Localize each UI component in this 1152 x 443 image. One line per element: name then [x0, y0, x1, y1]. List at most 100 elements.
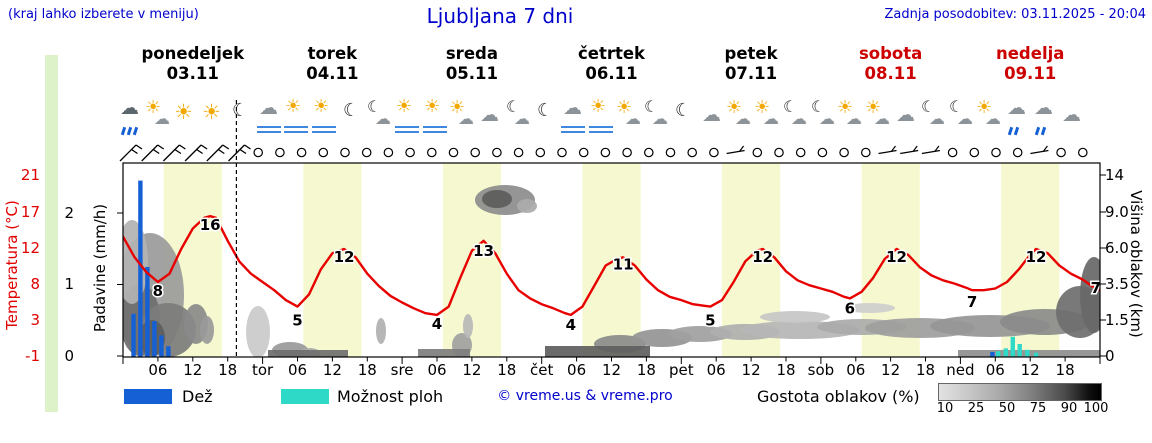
- fog-line: [561, 130, 585, 133]
- left-strip: [45, 55, 58, 412]
- wind-barb-icon: [141, 144, 159, 162]
- cloud-tick-label: 9.0: [1105, 203, 1129, 221]
- moon-icon: ☾: [644, 97, 659, 116]
- cloud-tick-label: 0: [1105, 347, 1115, 365]
- wind-barb-icon: [912, 145, 918, 152]
- temp-tick-label: 21: [20, 166, 40, 184]
- sun-icon: ☀: [865, 97, 882, 118]
- weather-icon-moon: ☾: [669, 98, 699, 136]
- sun-icon: ☀: [202, 100, 221, 124]
- wind-calm-icon: [557, 147, 567, 158]
- rain-cloud-icon: ☁: [120, 97, 139, 119]
- cloud-icon: ☁: [480, 104, 499, 126]
- wind-calm-icon: [860, 147, 871, 158]
- shower-bar: [1033, 352, 1039, 357]
- rain-bar: [152, 321, 157, 357]
- temperature-curve: [123, 214, 1100, 317]
- day-header-3: sreda 05.11: [402, 44, 542, 84]
- fog-line: [284, 130, 308, 133]
- page-title: Ljubljana 7 dni: [426, 4, 574, 28]
- wind-barb-icon: [878, 149, 897, 155]
- day-header-5: petek 07.11: [681, 44, 821, 84]
- cloud-blob: [123, 220, 148, 304]
- weather-icon-sun-cloud: ☀ ☁: [974, 98, 1004, 136]
- weather-icon-moon-cloud: ☾ ☁: [780, 98, 810, 136]
- cloud-scale-value: 50: [998, 401, 1016, 416]
- wind-barb-icon: [184, 144, 202, 162]
- wind-barb-icon: [1030, 149, 1049, 155]
- fog-line: [312, 125, 336, 128]
- cloud-icon: ☁: [1062, 104, 1081, 126]
- shower-bar: [996, 351, 1001, 357]
- cloud-blob: [200, 316, 214, 344]
- temp-value-label: 5: [292, 312, 302, 330]
- weather-icon-shower: ☁: [1029, 98, 1059, 136]
- weather-icon-cloud-fog: ☁: [558, 98, 588, 136]
- sun-icon: ☀: [145, 97, 162, 118]
- moon-icon: ☾: [537, 100, 554, 121]
- wind-barb-icon: [934, 145, 940, 152]
- weather-icon-moon-cloud: ☾ ☁: [808, 98, 838, 136]
- wind-barb-icon: [222, 144, 230, 150]
- moon-icon: ☾: [783, 97, 798, 116]
- weather-icon-sun-cloud: ☀ ☁: [835, 98, 865, 136]
- wind-calm-icon: [687, 147, 697, 158]
- wind-calm-icon: [253, 147, 264, 158]
- day-date: 09.11: [1004, 64, 1057, 83]
- x-hour-label: 06: [148, 361, 168, 379]
- shower-cloud-icon: ☁: [1007, 97, 1026, 119]
- temp-value-label: 12: [1026, 248, 1047, 266]
- cloud-icon: ☁: [957, 109, 973, 128]
- weather-icon-sun: ☀: [170, 98, 200, 136]
- cloud-tick-label: 1.5: [1105, 311, 1129, 329]
- showers-legend-swatch: [281, 389, 329, 404]
- fog-line: [257, 130, 281, 133]
- sun-icon: ☀: [590, 96, 607, 117]
- temp-value-label: 7: [967, 293, 977, 311]
- cloud-blob: [268, 350, 348, 357]
- shower-bar: [1025, 349, 1030, 357]
- cloud-tick-label: 3.5: [1105, 275, 1129, 293]
- fog-line: [589, 130, 613, 133]
- sun-icon: ☀: [396, 96, 413, 117]
- weather-icon-cloud: ☁: [1057, 98, 1087, 136]
- x-hour-label: 06: [427, 361, 447, 379]
- x-hour-label: 18: [915, 361, 936, 379]
- shower-bar: [1003, 348, 1008, 357]
- wind-barb-icon: [196, 148, 203, 155]
- cloud-icon: ☁: [819, 109, 835, 128]
- day-header-2: torek 04.11: [262, 44, 402, 84]
- daylight-band: [582, 163, 641, 357]
- wind-calm-icon: [296, 147, 307, 158]
- x-hour-label: 06: [706, 361, 726, 379]
- day-header-1: ponedeljek 03.11: [123, 44, 263, 84]
- wind-calm-icon: [448, 147, 459, 158]
- shower-bar: [1010, 336, 1015, 357]
- wind-barb-icon: [244, 144, 251, 150]
- temp-value-label: 7: [1091, 279, 1101, 297]
- wind-barb-icon: [179, 144, 186, 150]
- temp-value-label: 16: [200, 216, 221, 234]
- wind-calm-icon: [426, 147, 437, 158]
- wind-barb-icon: [135, 144, 143, 150]
- wind-barb-icon: [726, 149, 745, 155]
- rain-bar: [159, 335, 164, 357]
- wind-calm-icon: [665, 147, 676, 158]
- fog-line: [284, 125, 308, 128]
- day-name: sreda: [445, 44, 498, 63]
- day-date: 04.11: [306, 64, 359, 83]
- weather-icon-cloud-fog: ☁: [254, 98, 284, 136]
- copyright-link[interactable]: © vreme.us & vreme.pro: [497, 388, 673, 404]
- cloud-icon: ☁: [929, 109, 945, 128]
- day-name: sobota: [858, 44, 923, 63]
- temp-value-label: 4: [432, 315, 442, 333]
- weather-icon-cloud: ☁: [891, 98, 921, 136]
- x-hour-label: 12: [741, 361, 761, 379]
- x-hour-label: 18: [776, 361, 796, 379]
- sun-icon: ☀: [726, 97, 743, 118]
- day-date: 07.11: [724, 64, 778, 83]
- cloud-icon: ☁: [154, 109, 170, 128]
- sun-icon: ☀: [976, 97, 993, 118]
- weather-icon-moon-cloud: ☾ ☁: [641, 98, 671, 136]
- cloud-blob: [760, 311, 830, 323]
